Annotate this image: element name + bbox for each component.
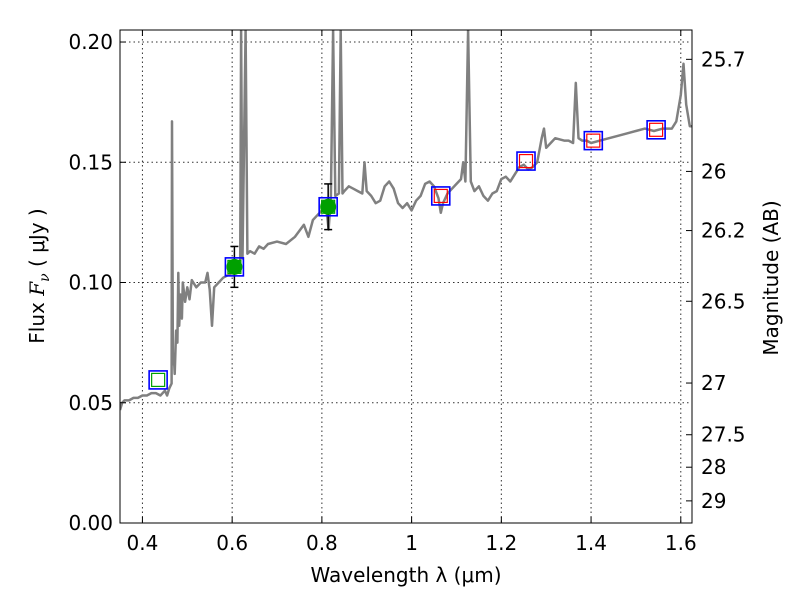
y2-tick-label: 28 — [701, 455, 726, 479]
plot-frame — [119, 29, 693, 524]
spectrum-line — [120, 30, 692, 411]
observed-point — [320, 198, 337, 215]
observed-point — [226, 258, 243, 275]
photometry-inner-square — [433, 188, 448, 204]
photometry-inner-square — [586, 133, 601, 148]
model-spectrum — [120, 30, 692, 411]
photometry-square — [318, 196, 338, 217]
photometry-markers — [148, 120, 666, 390]
y-axis-label: Flux Fν ( μJy ) — [25, 208, 53, 343]
y-tick-label: 0.20 — [68, 30, 113, 54]
photometry-inner-square — [518, 153, 534, 169]
y2-axis-label: Magnitude (AB) — [759, 200, 783, 355]
y2-tick-label: 25.7 — [701, 47, 746, 71]
x-tick-label: 0.8 — [306, 531, 338, 555]
y2-tick-label: 27.5 — [701, 423, 746, 447]
photometry-square — [646, 120, 666, 140]
y2-tick-label: 26 — [701, 159, 726, 183]
y-tick-label: 0.15 — [68, 150, 113, 174]
grid — [120, 30, 692, 524]
photometry-square — [430, 186, 451, 206]
x-tick-label: 1.4 — [575, 531, 607, 555]
photometry-square — [148, 370, 168, 390]
x-axis-label: Wavelength λ (μm) — [310, 563, 501, 587]
x-tick-label: 0.6 — [216, 531, 248, 555]
y-tick-label: 0.10 — [68, 271, 113, 295]
y2-tick-label: 27 — [701, 371, 726, 395]
axis-ticks: 0.4 0.6 0.8 1 1.2 1.4 1.6 0.00 0.05 0.10 0.15 0.20 2… — [68, 30, 746, 555]
photometry-inner-square — [649, 122, 664, 137]
x-tick-label: 0.4 — [127, 531, 159, 555]
x-tick-label: 1 — [405, 531, 418, 555]
photometry-square — [516, 151, 536, 171]
y2-tick-label: 26.5 — [701, 289, 746, 313]
y2-tick-label: 26.2 — [701, 219, 746, 243]
photometry-square — [224, 257, 245, 277]
photometry-inner-square — [151, 372, 166, 388]
photometry-square — [583, 130, 604, 151]
x-tick-label: 1.2 — [485, 531, 517, 555]
y-tick-label: 0.05 — [68, 391, 113, 415]
y2-tick-label: 29 — [701, 489, 726, 513]
x-tick-label: 1.6 — [665, 531, 697, 555]
y-tick-label: 0.00 — [68, 511, 113, 535]
